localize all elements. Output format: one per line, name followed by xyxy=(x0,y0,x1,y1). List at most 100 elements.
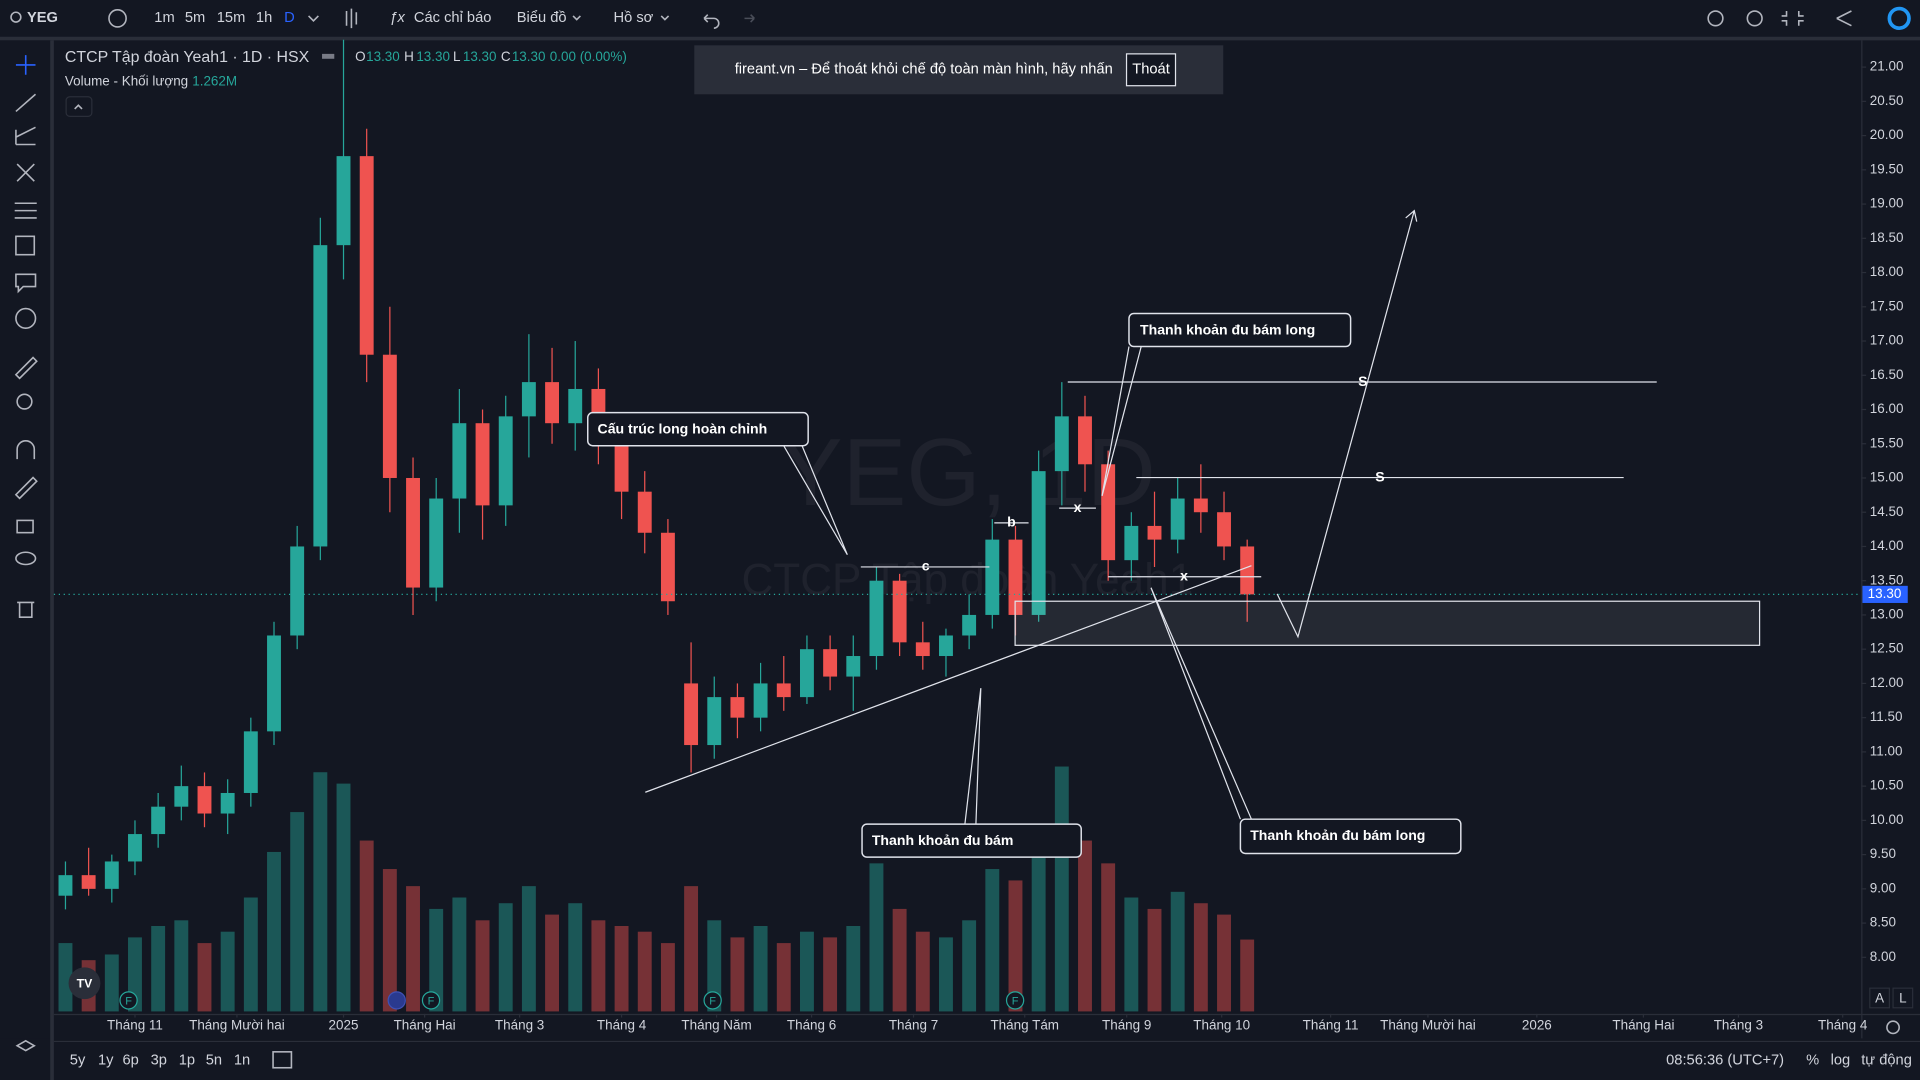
icon-tool[interactable] xyxy=(15,307,37,329)
volume-bar xyxy=(799,931,814,1012)
callout[interactable] xyxy=(1239,818,1462,855)
y-tick-label: 12.50 xyxy=(1870,641,1904,656)
keep-drawing[interactable] xyxy=(14,476,38,500)
x-tick-label: Tháng 7 xyxy=(889,1018,938,1033)
interval[interactable]: 5m xyxy=(185,10,205,26)
prediction-tool[interactable] xyxy=(14,202,37,219)
fib-tool[interactable] xyxy=(15,126,36,146)
callout[interactable] xyxy=(861,823,1082,858)
volume-bar xyxy=(406,886,420,1012)
share[interactable] xyxy=(1836,10,1852,27)
magnet-tool[interactable] xyxy=(16,440,36,460)
volume-bar xyxy=(197,943,212,1012)
percent-toggle[interactable]: % xyxy=(1806,1052,1819,1068)
chart-type[interactable] xyxy=(345,8,358,29)
volume-bar xyxy=(313,772,328,1012)
dropdown xyxy=(660,15,670,21)
volume-bar xyxy=(1147,908,1162,1012)
candle-body xyxy=(81,875,96,889)
candle-body xyxy=(962,614,977,636)
undo[interactable] xyxy=(703,14,720,29)
shape-tool[interactable] xyxy=(15,235,36,256)
quick-search[interactable] xyxy=(1707,10,1724,27)
candle-body xyxy=(359,156,374,355)
redo[interactable] xyxy=(744,14,755,23)
candle-body xyxy=(313,245,328,547)
candle-body xyxy=(475,423,490,506)
y-tick-label: 13.50 xyxy=(1870,572,1904,587)
interval-dropdown[interactable] xyxy=(308,15,319,22)
clock[interactable]: 08:56:36 (UTC+7) xyxy=(1666,1052,1784,1068)
indicators[interactable]: Các chỉ báo xyxy=(414,10,492,26)
ohlc-key: C xyxy=(501,49,511,64)
y-tick-label: 16.00 xyxy=(1870,401,1904,416)
candle-body xyxy=(823,649,838,677)
delete-tool[interactable] xyxy=(17,601,35,618)
range-button[interactable]: 1y xyxy=(98,1052,114,1068)
event-marker[interactable] xyxy=(1005,991,1025,1010)
auto-scale-text[interactable]: A xyxy=(1875,991,1884,1006)
lock-tool[interactable] xyxy=(16,519,34,534)
zone[interactable] xyxy=(1014,600,1761,646)
text-tool[interactable] xyxy=(15,273,37,294)
interval-active[interactable]: D xyxy=(284,10,295,26)
trendline-tool[interactable] xyxy=(15,93,37,113)
exit-button[interactable] xyxy=(1125,53,1177,87)
axis-settings[interactable] xyxy=(1886,1020,1900,1035)
auto-toggle[interactable]: tự động xyxy=(1861,1052,1912,1068)
cursor-tool[interactable] xyxy=(15,55,36,75)
log-scale[interactable] xyxy=(1892,987,1914,1009)
chart-menu[interactable]: Biểu đồ xyxy=(517,10,567,26)
event-marker[interactable] xyxy=(703,991,722,1010)
range-button[interactable]: 3p xyxy=(151,1052,167,1068)
symbol[interactable]: YEG xyxy=(27,10,58,26)
range-button[interactable]: 1n xyxy=(234,1052,250,1068)
add-symbol[interactable] xyxy=(108,9,127,28)
x-tick-label: Tháng Tám xyxy=(990,1018,1059,1033)
x-tick-label: Tháng 10 xyxy=(1193,1018,1250,1033)
callout[interactable] xyxy=(587,411,809,447)
y-tick-label: 16.50 xyxy=(1870,367,1904,382)
pattern-tool[interactable] xyxy=(16,163,35,182)
object-tree[interactable] xyxy=(15,1039,36,1052)
candle-body xyxy=(614,443,629,492)
range-button[interactable]: 6p xyxy=(122,1052,138,1068)
interval[interactable]: 15m xyxy=(217,10,246,26)
y-tick-label: 18.00 xyxy=(1870,264,1904,279)
measure-tool[interactable] xyxy=(14,356,38,380)
zoom-tool[interactable] xyxy=(16,393,33,410)
x-tick-label: Tháng 4 xyxy=(597,1018,647,1033)
projection-arrow[interactable] xyxy=(1276,209,1418,639)
event-marker[interactable] xyxy=(421,991,441,1010)
plot: 8.00 8.50 9.00 9.50 10.00 10.50 11.00 11.50 12.0… xyxy=(53,39,1908,1033)
auto-scale[interactable] xyxy=(1869,987,1890,1009)
range-button[interactable]: 5y xyxy=(70,1052,86,1068)
x-tick-label: Tháng Hai xyxy=(1612,1018,1674,1033)
interval[interactable]: 1h xyxy=(256,10,272,26)
date-range[interactable] xyxy=(272,1051,293,1069)
event-label: F xyxy=(125,996,132,1008)
exit-text[interactable]: Thoát xyxy=(1132,62,1170,78)
tv-logo-text: TV xyxy=(77,977,93,991)
hide-tool[interactable] xyxy=(15,551,37,566)
y-tick-label: 20.00 xyxy=(1870,127,1904,142)
watermark-symbol: YEG, 1D xyxy=(779,420,1156,526)
trendline[interactable] xyxy=(645,565,1252,793)
event-marker[interactable] xyxy=(387,991,406,1010)
range-button[interactable]: 5n xyxy=(206,1052,222,1068)
y-tick-label: 9.00 xyxy=(1870,880,1896,895)
interval[interactable]: 1m xyxy=(154,10,174,26)
range-button[interactable]: 1p xyxy=(179,1052,195,1068)
callout[interactable] xyxy=(1128,312,1352,348)
fullscreen[interactable] xyxy=(1781,11,1804,26)
event-marker[interactable] xyxy=(119,991,138,1010)
candle-body xyxy=(1193,498,1208,513)
search-icon[interactable] xyxy=(10,11,22,23)
log-scale-text[interactable]: L xyxy=(1899,991,1907,1006)
settings[interactable] xyxy=(1746,10,1763,27)
profile-menu[interactable]: Hồ sơ xyxy=(613,10,653,26)
volume-bar xyxy=(498,903,513,1012)
candle-body xyxy=(915,642,930,657)
log-toggle[interactable]: log xyxy=(1831,1052,1851,1068)
